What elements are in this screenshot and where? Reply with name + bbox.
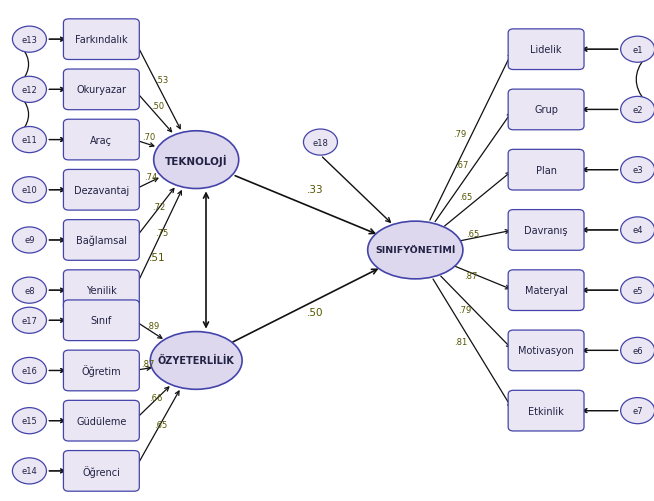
Text: e2: e2 [632,106,643,115]
Text: e1: e1 [632,46,643,55]
Text: Farkındalık: Farkındalık [75,35,128,45]
FancyBboxPatch shape [63,271,139,311]
Text: .50: .50 [307,308,324,318]
Text: Materyal: Materyal [525,286,568,296]
Circle shape [621,398,654,424]
Text: .53: .53 [155,76,168,85]
Text: Davranış: Davranış [525,225,568,235]
Text: Öğretim: Öğretim [82,365,121,377]
FancyBboxPatch shape [63,70,139,110]
Text: .81: .81 [454,337,468,346]
Text: e8: e8 [24,286,35,295]
Text: .72: .72 [152,202,165,211]
Circle shape [12,278,46,304]
Text: .89: .89 [146,321,160,330]
Text: Güdüleme: Güdüleme [76,416,127,426]
FancyBboxPatch shape [63,120,139,160]
Text: .79: .79 [458,306,471,315]
Text: .74: .74 [145,173,158,182]
Text: e15: e15 [22,416,37,425]
Circle shape [12,358,46,384]
Text: .75: .75 [155,228,169,237]
FancyBboxPatch shape [63,20,139,60]
FancyBboxPatch shape [508,391,584,431]
Circle shape [303,130,337,156]
Text: e10: e10 [22,186,37,195]
Circle shape [621,37,654,63]
Text: Öğrenci: Öğrenci [82,465,120,477]
Ellipse shape [154,131,239,189]
Text: .65: .65 [154,420,167,429]
Text: e9: e9 [24,236,35,245]
Text: ÖZYETERLİLİK: ÖZYETERLİLİK [158,356,235,366]
Text: e17: e17 [22,316,37,325]
Circle shape [12,458,46,484]
Text: .33: .33 [307,185,324,195]
Text: .79: .79 [453,130,466,139]
Text: .50: .50 [151,102,164,111]
FancyBboxPatch shape [508,271,584,311]
Text: Okuryazar: Okuryazar [77,85,126,95]
Text: Araç: Araç [90,135,112,145]
Text: e3: e3 [632,166,643,175]
Ellipse shape [368,221,463,280]
Circle shape [12,27,46,53]
FancyBboxPatch shape [63,170,139,210]
Text: Dezavantaj: Dezavantaj [74,185,129,195]
Text: Bağlamsal: Bağlamsal [76,235,127,245]
Text: TEKNOLOJİ: TEKNOLOJİ [165,154,228,166]
FancyBboxPatch shape [63,300,139,341]
Text: SINIFYÖNETİMİ: SINIFYÖNETİMİ [375,246,455,255]
FancyBboxPatch shape [63,220,139,261]
Text: e16: e16 [22,366,37,375]
FancyBboxPatch shape [63,351,139,391]
Circle shape [12,308,46,334]
Circle shape [621,217,654,243]
Circle shape [12,227,46,254]
FancyBboxPatch shape [63,451,139,491]
FancyBboxPatch shape [508,150,584,190]
Text: e6: e6 [632,346,643,355]
FancyBboxPatch shape [508,331,584,371]
Text: Plan: Plan [536,165,557,175]
Ellipse shape [150,332,242,390]
Text: .87: .87 [464,271,477,280]
Text: .67: .67 [455,160,468,169]
Text: Sınıf: Sınıf [91,316,112,326]
Text: e12: e12 [22,86,37,95]
Text: Grup: Grup [534,105,558,115]
Text: e13: e13 [22,36,37,45]
Text: e5: e5 [632,286,643,295]
Circle shape [621,278,654,304]
Text: Etkinlik: Etkinlik [528,406,564,416]
Text: Yenilik: Yenilik [86,286,117,296]
Circle shape [12,177,46,203]
Text: e14: e14 [22,466,37,475]
Text: e4: e4 [632,226,643,235]
Circle shape [621,157,654,183]
Text: .51: .51 [148,253,165,263]
Text: Lidelik: Lidelik [530,45,562,55]
FancyBboxPatch shape [63,401,139,441]
FancyBboxPatch shape [508,210,584,250]
Text: e11: e11 [22,136,37,145]
Circle shape [12,408,46,434]
Text: e18: e18 [313,138,328,147]
Text: .65: .65 [460,192,473,201]
Circle shape [12,127,46,153]
Circle shape [12,77,46,103]
FancyBboxPatch shape [508,30,584,70]
Circle shape [621,97,654,123]
Text: .65: .65 [466,229,479,238]
Text: .70: .70 [143,133,156,142]
Circle shape [621,338,654,364]
FancyBboxPatch shape [508,90,584,130]
Text: Motivasyon: Motivasyon [518,346,574,356]
Text: e7: e7 [632,406,643,415]
Text: .87: .87 [141,360,154,369]
Text: .66: .66 [150,393,163,402]
